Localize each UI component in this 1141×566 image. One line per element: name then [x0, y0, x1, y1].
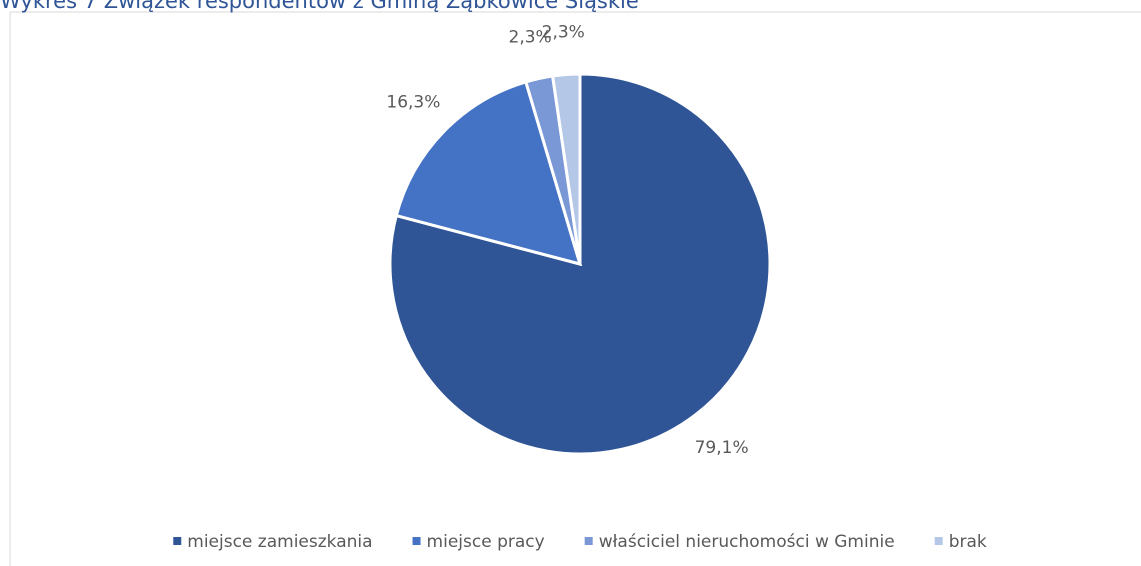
data-label: 79,1%: [695, 438, 749, 458]
legend-marker: [584, 537, 593, 545]
data-label: 2,3%: [509, 27, 552, 47]
chart-title: Wykres 7 Związek respondentów z Gminą Zą…: [0, 0, 639, 13]
legend-label: miejsce pracy: [427, 532, 545, 552]
data-label: 2,3%: [542, 23, 585, 43]
legend-label: miejsce zamieszkania: [187, 532, 372, 552]
legend-label: właściciel nieruchomości w Gminie: [599, 532, 895, 552]
data-label: 16,3%: [386, 93, 440, 113]
pie-slice: [550, 72, 582, 265]
legend-marker: [934, 537, 943, 545]
legend-label: brak: [949, 532, 987, 552]
legend-marker: [173, 537, 182, 545]
legend-marker: [412, 537, 421, 545]
pie-slice: [394, 80, 583, 267]
